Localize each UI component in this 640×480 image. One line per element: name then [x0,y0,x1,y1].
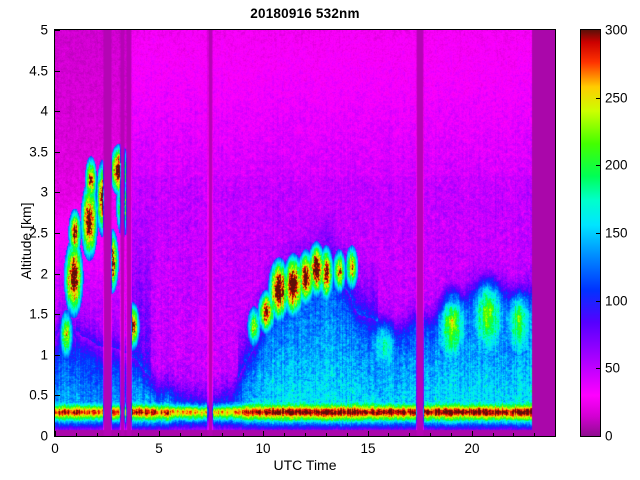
x-minor-tick [305,433,306,436]
x-tick [55,431,56,436]
y-tick [55,436,60,437]
x-minor-tick [222,433,223,436]
y-tick [55,233,60,234]
plot-axes [54,29,556,437]
y-tick [55,111,60,112]
colorbar-tick-label: 250 [605,90,628,106]
y-tick [55,274,60,275]
x-tick-label: 0 [51,441,59,456]
y-tick [55,395,60,396]
x-tick [159,431,160,436]
x-minor-tick [326,433,327,436]
x-minor-tick [347,433,348,436]
y-tick [55,30,60,31]
backscatter-heatmap [55,30,555,436]
y-tick [55,314,60,315]
y-tick-label: 1.5 [29,306,48,322]
x-minor-tick [76,433,77,436]
x-minor-tick [555,433,556,436]
y-tick-label: 3 [40,184,48,200]
x-tick-label: 20 [464,441,480,456]
y-tick-label: 3.5 [29,144,48,160]
y-tick-label: 0 [40,428,48,444]
y-tick [55,71,60,72]
x-tick-label: 5 [155,441,163,456]
x-minor-tick [118,433,119,436]
x-minor-tick [513,433,514,436]
colorbar-tick-label: 200 [605,157,628,173]
x-tick [263,431,264,436]
x-tick-label: 10 [255,441,271,456]
y-tick-label: 0.5 [29,387,48,403]
colorbar-tick-label: 150 [605,225,628,241]
x-minor-tick [430,433,431,436]
colorbar-gradient [581,30,600,436]
x-minor-tick [97,433,98,436]
figure-title: 20180916 532nm [250,6,360,21]
y-tick-label: 4.5 [29,63,48,79]
colorbar-tick [596,233,600,234]
x-tick [472,431,473,436]
x-minor-tick [409,433,410,436]
colorbar-tick [596,368,600,369]
x-minor-tick [284,433,285,436]
colorbar-tick [596,98,600,99]
x-minor-tick [180,433,181,436]
y-tick [55,192,60,193]
x-minor-tick [138,433,139,436]
y-tick-label: 4 [40,103,48,119]
x-minor-tick [243,433,244,436]
y-tick-label: 1 [40,347,48,363]
x-minor-tick [201,433,202,436]
x-tick [368,431,369,436]
colorbar-tick-label: 100 [605,293,628,309]
colorbar [580,29,601,437]
colorbar-tick-label: 300 [605,22,628,38]
x-tick-label: 15 [360,441,376,456]
x-axis-title: UTC Time [273,457,337,473]
colorbar-tick-label: 0 [605,428,613,444]
y-tick [55,355,60,356]
y-tick [55,152,60,153]
y-axis-title: Altitude [km] [18,202,34,280]
colorbar-tick [596,301,600,302]
x-minor-tick [534,433,535,436]
colorbar-tick-label: 50 [605,360,621,376]
y-tick-label: 2.5 [29,225,48,241]
x-minor-tick [493,433,494,436]
x-minor-tick [451,433,452,436]
y-tick-label: 5 [40,22,48,38]
x-minor-tick [388,433,389,436]
y-tick-label: 2 [40,266,48,282]
colorbar-tick [596,165,600,166]
